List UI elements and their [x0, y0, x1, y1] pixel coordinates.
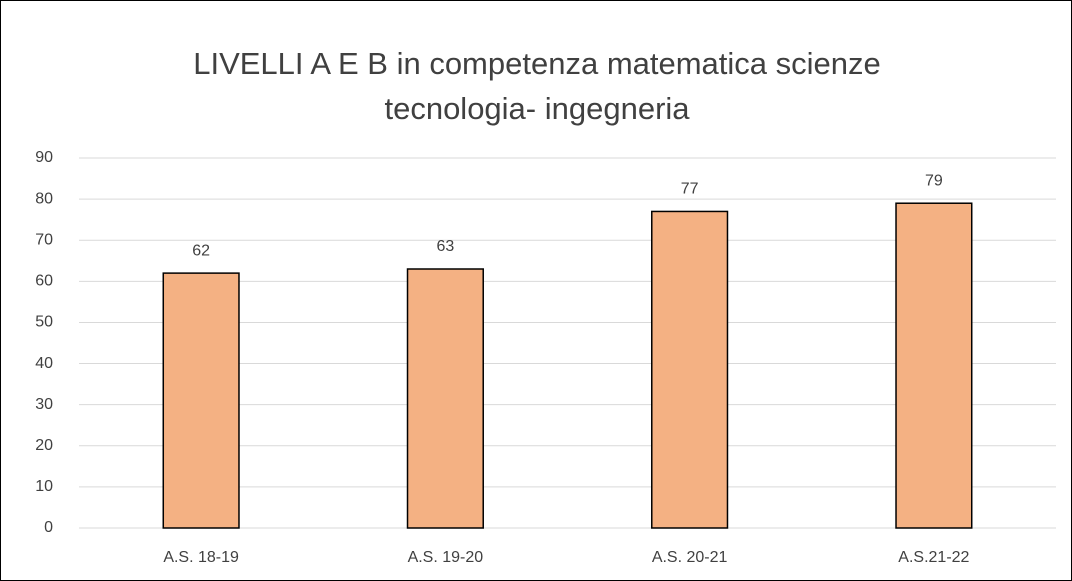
bar: [162, 272, 240, 529]
y-tick-label: 30: [35, 396, 53, 413]
y-tick-label: 10: [35, 478, 53, 495]
y-tick-label: 90: [35, 149, 53, 166]
x-tick-label: A.S. 18-19: [163, 549, 239, 566]
y-tick-label: 20: [35, 437, 53, 454]
y-tick-label: 0: [44, 519, 53, 536]
y-tick-label: 80: [35, 190, 53, 207]
data-label: 79: [925, 172, 943, 189]
x-tick-label: A.S. 19-20: [408, 549, 484, 566]
x-tick-label: A.S.21-22: [898, 549, 969, 566]
chart-title: LIVELLI A E B in competenza matematica s…: [193, 46, 881, 126]
data-label: 77: [681, 181, 699, 198]
y-tick-label: 40: [35, 355, 53, 372]
y-tick-label: 50: [35, 314, 53, 331]
bar: [406, 268, 484, 529]
x-tick-label: A.S. 20-21: [652, 549, 728, 566]
data-label: 63: [436, 238, 454, 255]
bar: [895, 202, 973, 529]
y-tick-label: 60: [35, 273, 53, 290]
data-label: 62: [192, 242, 210, 259]
y-tick-label: 70: [35, 231, 53, 248]
bar: [651, 210, 729, 529]
